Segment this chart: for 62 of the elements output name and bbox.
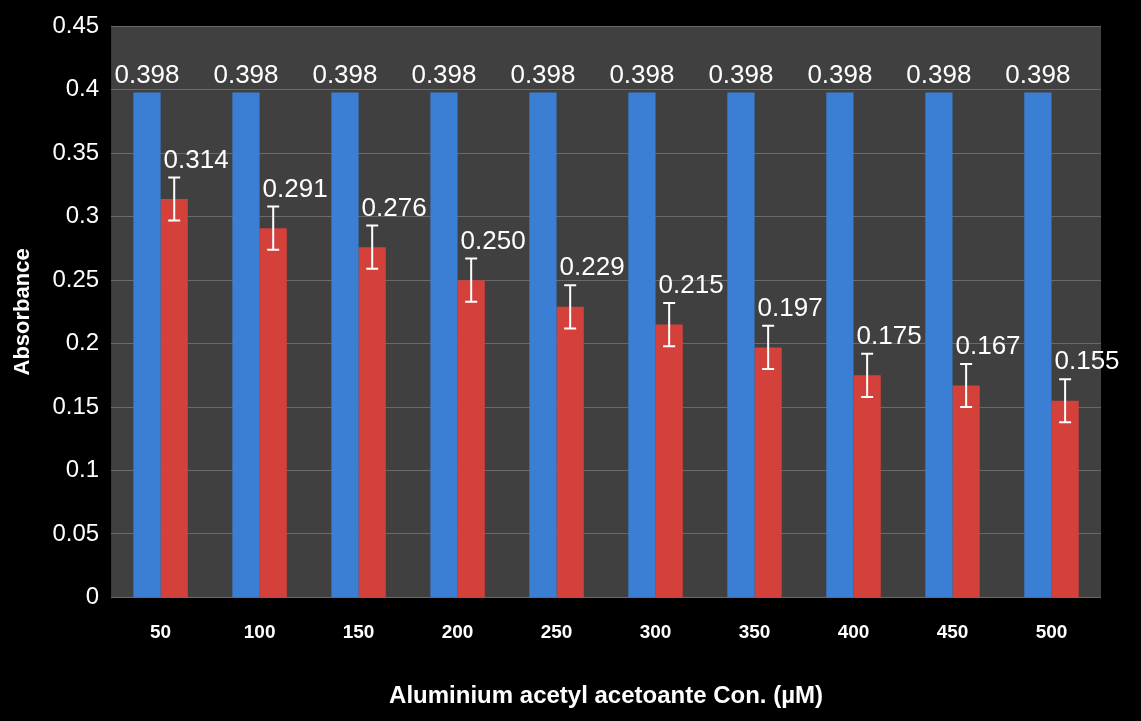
- bar: [160, 198, 188, 597]
- data-label: 0.398: [609, 58, 675, 89]
- data-label: 0.175: [856, 319, 922, 350]
- data-label: 0.398: [708, 58, 774, 89]
- data-label: 0.167: [955, 330, 1021, 361]
- bar: [628, 92, 656, 597]
- x-tick-label: 350: [738, 621, 771, 643]
- bar: [1051, 400, 1079, 597]
- bar: [133, 92, 161, 597]
- data-label: 0.197: [757, 292, 823, 323]
- bar: [655, 324, 683, 597]
- bar: [1024, 92, 1052, 597]
- data-label: 0.398: [312, 58, 378, 89]
- x-axis-title: Aluminium acetyl acetoante Con. (µM): [389, 681, 823, 709]
- data-label: 0.314: [163, 143, 229, 174]
- bar: [358, 247, 386, 597]
- data-label: 0.398: [213, 58, 279, 89]
- data-label: 0.229: [559, 251, 625, 282]
- y-tick-label: 0.3: [65, 201, 100, 229]
- x-tick-label: 300: [639, 621, 672, 643]
- bar: [232, 92, 260, 597]
- x-tick-label: 100: [243, 621, 276, 643]
- y-tick-label: 0.1: [65, 455, 100, 483]
- bar: [430, 92, 458, 597]
- x-tick-label: 400: [837, 621, 870, 643]
- data-label: 0.276: [361, 191, 427, 222]
- y-tick-label: 0.35: [52, 137, 100, 165]
- x-tick-label: 50: [150, 621, 172, 643]
- y-axis-title: Absorbance: [9, 248, 35, 376]
- bar: [952, 385, 980, 597]
- bar: [556, 306, 584, 597]
- data-label: 0.215: [658, 269, 724, 300]
- data-label: 0.398: [510, 58, 576, 89]
- bar: [727, 92, 755, 597]
- y-tick-label: 0.05: [52, 518, 100, 546]
- data-label: 0.155: [1054, 345, 1120, 376]
- y-tick-label: 0.15: [52, 391, 100, 419]
- y-tick-label: 0.2: [65, 328, 100, 356]
- bar: [331, 92, 359, 597]
- x-tick-label: 450: [936, 621, 969, 643]
- data-label: 0.398: [411, 58, 477, 89]
- x-tick-label: 150: [342, 621, 375, 643]
- data-label: 0.291: [262, 172, 328, 203]
- y-tick-label: 0.4: [65, 74, 100, 102]
- data-label: 0.398: [807, 58, 873, 89]
- bar: [529, 92, 557, 597]
- data-label: 0.398: [906, 58, 972, 89]
- bar: [853, 375, 881, 597]
- data-label: 0.250: [460, 224, 526, 255]
- x-tick-label: 250: [540, 621, 573, 643]
- bar: [826, 92, 854, 597]
- bar: [259, 228, 287, 597]
- data-label: 0.398: [1005, 58, 1071, 89]
- bar: [457, 280, 485, 597]
- bar: [754, 347, 782, 597]
- y-tick-label: 0: [85, 582, 100, 610]
- bar: [925, 92, 953, 597]
- y-tick-label: 0.25: [52, 264, 100, 292]
- data-label: 0.398: [114, 58, 180, 89]
- y-tick-label: 0.45: [52, 11, 100, 39]
- x-tick-label: 200: [441, 621, 474, 643]
- x-tick-label: 500: [1035, 621, 1068, 643]
